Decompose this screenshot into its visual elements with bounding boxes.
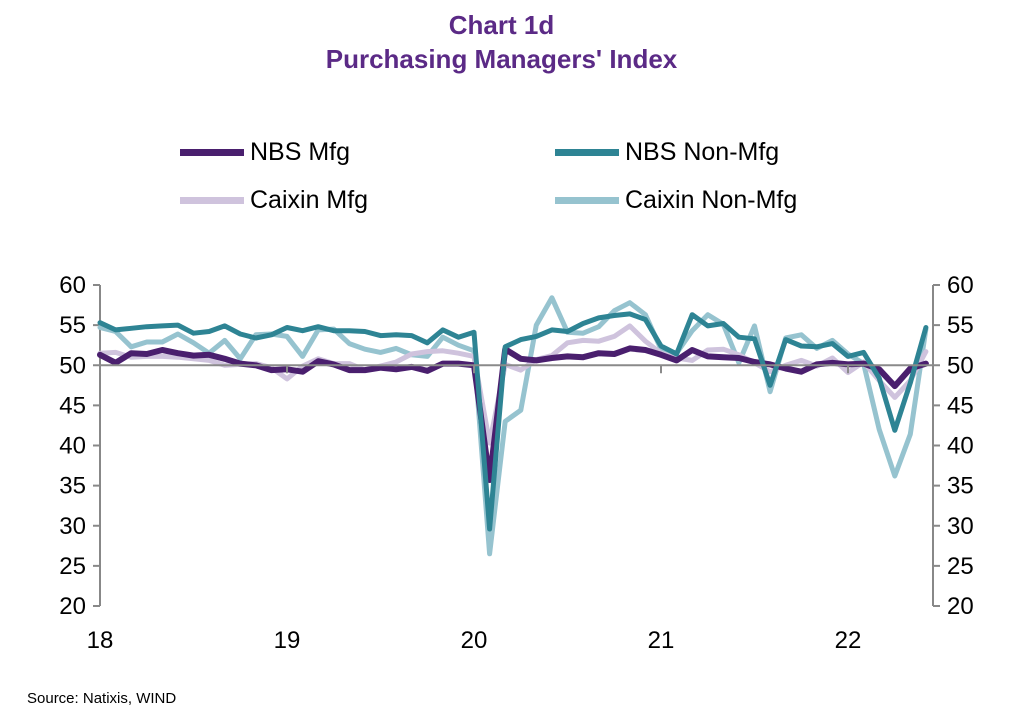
y-tick-label-right: 35	[947, 473, 974, 500]
x-tick-label: 20	[461, 627, 488, 654]
legend-swatch-nbs-mfg	[180, 149, 244, 156]
series-line-caixin-non-mfg	[97, 295, 929, 557]
legend-label-caixin-mfg: Caixin Mfg	[250, 186, 369, 214]
legend-label-caixin-non-mfg: Caixin Non-Mfg	[625, 186, 798, 214]
legend-swatch-caixin-mfg	[180, 197, 244, 204]
y-tick-label-right: 45	[947, 392, 974, 419]
legend-item-caixin-non-mfg: Caixin Non-Mfg	[555, 186, 797, 215]
y-tick-label-right: 20	[947, 593, 974, 620]
x-tick-label: 18	[87, 627, 114, 654]
y-tick-label-left: 40	[59, 433, 86, 460]
legend-item-caixin-mfg: Caixin Mfg	[180, 186, 368, 215]
y-tick-label-right: 60	[947, 272, 974, 299]
legend-item-nbs-non-mfg: NBS Non-Mfg	[555, 138, 779, 167]
y-tick-label-left: 20	[59, 593, 86, 620]
y-tick-label-right: 55	[947, 312, 974, 339]
y-tick-label-left: 50	[59, 352, 86, 379]
y-tick-label-right: 50	[947, 352, 974, 379]
y-tick-label-left: 30	[59, 513, 86, 540]
y-tick-label-left: 55	[59, 312, 86, 339]
source-note: Source: Natixis, WIND	[27, 690, 177, 707]
legend-swatch-nbs-non-mfg	[555, 149, 619, 156]
chart-subtitle: Purchasing Managers' Index	[325, 44, 678, 74]
y-tick-label-right: 40	[947, 433, 974, 460]
y-tick-label-left: 35	[59, 473, 86, 500]
chart-title: Chart 1d	[448, 10, 555, 40]
legend-swatch-caixin-non-mfg	[555, 197, 619, 204]
x-tick-label: 21	[648, 627, 675, 654]
y-tick-label-left: 60	[59, 272, 86, 299]
y-tick-label-left: 25	[59, 553, 86, 580]
x-tick-label: 19	[274, 627, 301, 654]
y-tick-label-left: 45	[59, 392, 86, 419]
legend-item-nbs-mfg: NBS Mfg	[180, 138, 350, 167]
y-tick-label-right: 30	[947, 513, 974, 540]
series-line-nbs-non-mfg	[97, 311, 929, 532]
legend-label-nbs-non-mfg: NBS Non-Mfg	[625, 138, 780, 166]
series-line-nbs-mfg	[97, 345, 929, 483]
x-tick-label: 22	[835, 627, 862, 654]
y-tick-label-right: 25	[947, 553, 974, 580]
legend-label-nbs-mfg: NBS Mfg	[250, 138, 351, 166]
